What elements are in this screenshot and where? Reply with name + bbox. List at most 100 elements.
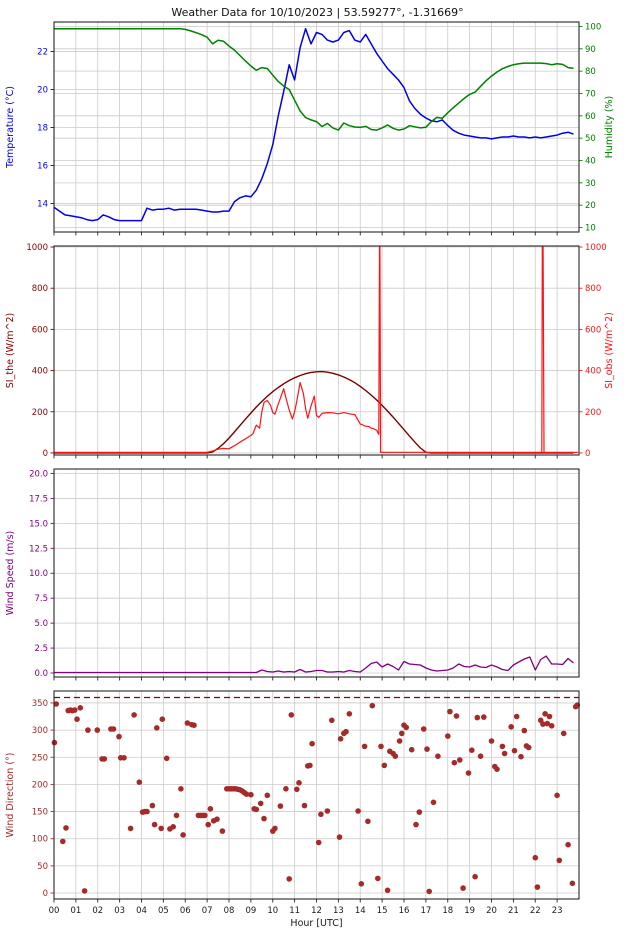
- wind-direction-point: [346, 711, 353, 717]
- right-y-tick-label: 90: [585, 45, 596, 55]
- left-y-tick-label: 16: [37, 161, 48, 171]
- wind-direction-point: [315, 839, 322, 846]
- wind-direction-point: [191, 722, 197, 728]
- wind-direction-point: [508, 724, 514, 730]
- wind-direction-point: [329, 717, 335, 724]
- wind-direction-point: [457, 757, 463, 763]
- wind-direction-point: [343, 728, 349, 735]
- wind-direction-point: [184, 720, 191, 726]
- left-y-tick-label: 0: [43, 449, 48, 459]
- wind-direction-point: [261, 815, 267, 822]
- right-y-tick-label: 30: [585, 179, 596, 189]
- wind-direction-point: [560, 730, 567, 737]
- wind-direction-point: [381, 762, 388, 769]
- wind-direction-point: [127, 825, 134, 832]
- left-y-tick-label: 600: [32, 325, 48, 335]
- right-y-tick-label: 0: [585, 449, 590, 459]
- wind-direction-point: [296, 780, 302, 786]
- si-theoretical-line: [54, 370, 574, 454]
- wind-direction-point: [369, 702, 376, 709]
- right-y-tick-label: 600: [585, 325, 601, 335]
- wind-direction-point: [180, 832, 186, 838]
- left-y-tick-label: 18: [37, 123, 48, 133]
- wind-direction-point: [355, 808, 361, 814]
- x-tick-label: 02: [92, 906, 103, 916]
- wind-direction-point: [248, 791, 254, 798]
- wind-direction-point: [488, 738, 495, 744]
- wind-direction-point: [399, 730, 405, 737]
- wind-speed-line: [54, 655, 574, 674]
- right-y-tick-label: 10: [585, 224, 596, 234]
- wind-direction-point: [337, 736, 344, 742]
- wind-direction-point: [445, 733, 451, 739]
- x-tick-label: 14: [355, 906, 366, 916]
- si-observed-line: [54, 246, 578, 453]
- wind-direction-point: [101, 756, 108, 762]
- wind-direction-point: [521, 727, 528, 734]
- wind-direction-point: [525, 744, 532, 751]
- figure-title: Weather Data for 10/10/2023 | 53.59277°,…: [171, 6, 464, 19]
- x-tick-label: 16: [399, 906, 410, 916]
- x-tick-label: 12: [311, 906, 322, 916]
- wind-direction-point: [447, 708, 453, 715]
- x-tick-label: 17: [420, 906, 431, 916]
- wind-direction-point: [53, 701, 59, 707]
- wind-direction-point: [336, 834, 343, 840]
- wind-direction-point: [375, 875, 381, 882]
- wind-direction-point: [77, 705, 84, 711]
- left-y-tick-label: 50: [37, 862, 48, 872]
- left-y-axis-label: Wind Direction (°): [5, 753, 16, 838]
- wind-direction-point: [392, 753, 399, 759]
- right-y-tick-label: 800: [585, 284, 601, 294]
- wind-direction-point: [116, 733, 122, 740]
- wind-direction-point: [469, 747, 475, 753]
- wind-direction-point: [403, 724, 410, 731]
- wind-direction-point: [202, 812, 208, 819]
- x-tick-label: 22: [530, 906, 541, 916]
- wind-direction-point: [309, 740, 315, 747]
- x-tick-label: 06: [180, 906, 191, 916]
- x-tick-label: 15: [377, 906, 388, 916]
- right-y-tick-label: 20: [585, 201, 596, 211]
- left-y-tick-label: 14: [37, 199, 48, 209]
- x-tick-label: 04: [136, 906, 147, 916]
- wind-direction-point: [63, 825, 69, 831]
- wind-direction-point: [286, 876, 293, 882]
- wind-direction-point: [365, 818, 371, 825]
- wind-direction-point: [159, 716, 166, 722]
- wind-direction-point: [569, 880, 576, 887]
- x-tick-label: 21: [508, 906, 519, 916]
- left-y-tick-label: 17.5: [29, 494, 48, 504]
- wind-direction-point: [178, 786, 184, 792]
- wind-direction-point: [301, 802, 308, 809]
- x-tick-label: 13: [333, 906, 344, 916]
- wind-direction-point: [283, 786, 289, 792]
- x-tick-label: 09: [245, 906, 256, 916]
- left-y-tick-label: 200: [32, 408, 48, 418]
- wind-direction-point: [149, 802, 156, 809]
- wind-direction-point: [384, 887, 391, 894]
- wind-direction-point: [154, 725, 160, 731]
- wind-direction-point: [532, 854, 539, 861]
- wind-direction-point: [546, 713, 553, 720]
- wind-direction-point: [416, 809, 423, 815]
- left-y-axis-label: Wind Speed (m/s): [5, 531, 16, 616]
- wind-direction-points: [51, 701, 581, 895]
- wind-direction-point: [548, 723, 555, 729]
- left-y-tick-label: 200: [32, 780, 48, 790]
- wind-direction-point: [170, 824, 176, 830]
- wind-direction-point: [361, 743, 368, 750]
- x-tick-label: 10: [267, 906, 278, 916]
- wind-direction-point: [358, 881, 365, 887]
- right-y-tick-label: 60: [585, 112, 596, 122]
- wind-direction-point: [513, 713, 520, 720]
- wind-direction-point: [72, 707, 78, 713]
- left-y-tick-label: 20: [37, 85, 48, 95]
- temperature-line: [53, 27, 574, 222]
- subplot-wind-direction: 00 01 02 03 04 05 06 07 08 09 10 11 12 13 14 15 16 17 18 19…: [5, 690, 581, 929]
- wind-direction-point: [324, 808, 331, 814]
- wind-direction-point: [556, 857, 563, 864]
- wind-direction-point: [534, 884, 541, 890]
- wind-direction-point: [408, 746, 415, 753]
- right-y-tick-label: 50: [585, 134, 596, 144]
